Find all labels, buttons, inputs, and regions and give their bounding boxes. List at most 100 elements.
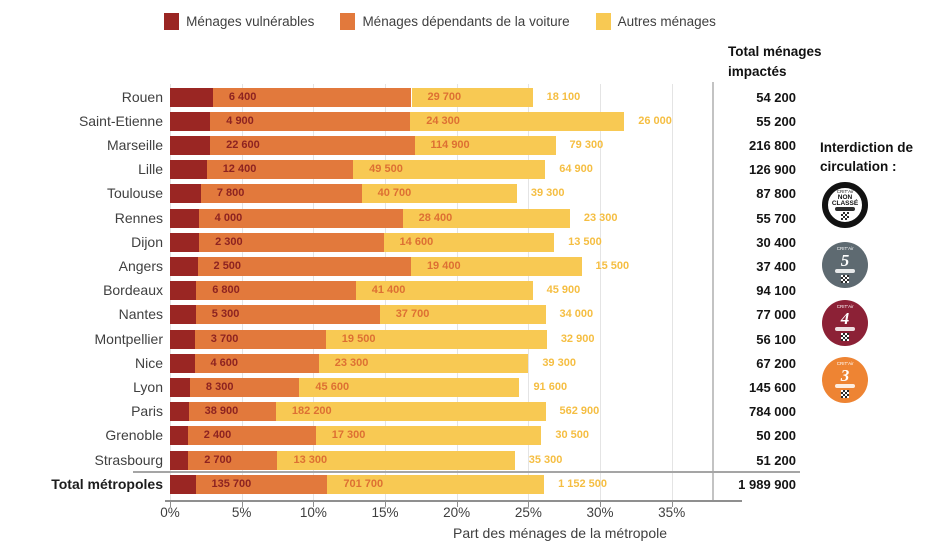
row-total-value: 784 000 xyxy=(749,404,796,420)
row-label: Montpellier xyxy=(94,330,163,347)
bar-segment-autres xyxy=(299,378,520,397)
row-total-value: 56 100 xyxy=(756,331,796,347)
x-axis-tick-label: 20% xyxy=(443,505,471,520)
chart-row: Angers 2 500 19 400 15 500 37 400 xyxy=(0,257,939,276)
bar-segment-vulnerables xyxy=(170,160,207,180)
legend-swatch-vulnerables xyxy=(164,13,180,30)
value-label-autres: 79 300 xyxy=(569,139,604,151)
totals-header-line2: impactés xyxy=(728,64,787,79)
critair-badge-qr-code xyxy=(841,390,849,398)
critair-badge-top-text: CRIT'Air xyxy=(836,189,854,195)
x-axis-tick-label: 15% xyxy=(371,505,399,520)
x-axis-tickmark xyxy=(600,500,602,507)
row-label: Nice xyxy=(134,354,163,371)
legend-item-dependants: Ménages dépendants de la voiture xyxy=(340,13,570,30)
x-axis-tickmark xyxy=(385,500,386,507)
row-label: Rennes xyxy=(114,209,163,226)
value-label-autres: 1 152 500 xyxy=(558,477,608,490)
row-label: Saint-Etienne xyxy=(78,112,163,129)
value-label-autres: 30 500 xyxy=(555,429,590,442)
total-row-separator-line xyxy=(133,471,800,473)
row-label: Bordeaux xyxy=(103,282,163,299)
bar-segment-autres xyxy=(327,474,545,494)
chart-row: Nantes 5 300 37 700 34 000 77 000 xyxy=(0,305,939,325)
x-axis-tickmark xyxy=(456,500,458,507)
gridline xyxy=(600,84,602,500)
value-label-vulnerables: 2 700 xyxy=(204,453,232,466)
bar-segment-vulnerables xyxy=(170,87,213,107)
bar-segment-autres xyxy=(353,160,546,180)
chart-row: Lille 12 400 49 500 64 900 126 900 xyxy=(0,160,939,180)
bar-segment-vulnerables xyxy=(170,378,190,397)
value-label-dependants: 49 500 xyxy=(369,163,403,176)
x-axis-title: Part des ménages de la métropole xyxy=(452,525,667,541)
bar-segment-autres xyxy=(361,184,517,204)
bar-segment-dependants xyxy=(210,111,411,131)
value-label-vulnerables: 4 600 xyxy=(210,356,239,369)
bar-segment-dependants xyxy=(194,353,319,373)
bar-segment-autres xyxy=(383,232,555,252)
row-total-value: 94 100 xyxy=(756,283,796,299)
value-label-vulnerables: 2 400 xyxy=(203,429,232,442)
value-label-autres: 39 300 xyxy=(530,187,565,200)
bar-segment-vulnerables xyxy=(170,208,199,228)
value-label-autres: 64 900 xyxy=(559,163,593,176)
bar-segment-dependants xyxy=(198,208,403,228)
bar-segment-autres xyxy=(411,87,533,107)
bar-segment-vulnerables xyxy=(170,281,197,301)
critair-badge-qr-code xyxy=(841,212,849,220)
legend-label: Ménages dépendants de la voiture xyxy=(362,14,570,29)
bar-segment-autres xyxy=(275,402,546,422)
row-label: Paris xyxy=(131,403,163,420)
value-label-vulnerables: 12 400 xyxy=(222,163,257,176)
bar-segment-vulnerables xyxy=(170,111,211,131)
value-label-dependants: 13 300 xyxy=(293,453,328,466)
bar-segment-vulnerables xyxy=(170,426,188,446)
bar-segment-dependants xyxy=(195,474,328,494)
chart-row: Rouen 6 400 29 700 18 100 54 200 xyxy=(0,87,939,107)
x-axis-line xyxy=(165,500,742,502)
chart-row: Strasbourg 2 700 13 300 35 300 51 200 xyxy=(0,450,939,470)
value-label-dependants: 41 400 xyxy=(371,284,406,297)
bar-segment-vulnerables xyxy=(170,136,211,155)
value-label-dependants: 19 500 xyxy=(341,332,376,345)
chart-row: Bordeaux 6 800 41 400 45 900 94 100 xyxy=(0,281,939,301)
x-axis-tick-label: 30% xyxy=(586,505,614,520)
x-axis-tickmark xyxy=(528,500,530,507)
critair-badge-qr-code xyxy=(841,275,849,283)
bar-segment-dependants xyxy=(196,281,356,301)
value-label-vulnerables: 8 300 xyxy=(205,381,234,393)
chart-row: Rennes 4 000 28 400 23 300 55 700 xyxy=(0,208,939,228)
value-label-vulnerables: 2 300 xyxy=(215,235,243,248)
bar-segment-dependants xyxy=(210,136,415,155)
critair-badge-top-text: CRIT'Air xyxy=(836,304,854,310)
value-label-dependants: 24 300 xyxy=(426,114,460,127)
bar-segment-autres xyxy=(318,353,529,373)
critair-badge-plate xyxy=(835,327,855,331)
critair-badge-4: CRIT'Air 4 xyxy=(822,300,868,346)
chart-row: Paris 38 900 182 200 562 900 784 000 xyxy=(0,402,939,422)
row-total-value: 55 700 xyxy=(756,210,796,226)
legend-label: Autres ménages xyxy=(617,14,716,29)
row-total-value: 87 800 xyxy=(756,186,796,202)
value-label-dependants: 23 300 xyxy=(334,356,369,369)
row-total-value: 50 200 xyxy=(756,428,796,444)
bar-segment-vulnerables xyxy=(170,184,201,204)
x-axis-tick-label: 10% xyxy=(299,505,327,520)
bar-segment-dependants xyxy=(188,402,276,422)
bar-segment-dependants xyxy=(189,378,300,397)
critair-badge-plate xyxy=(835,384,855,388)
bar-segment-dependants xyxy=(206,160,354,180)
chart-row: Nice 4 600 23 300 39 300 67 200 xyxy=(0,353,939,373)
value-label-dependants: 19 400 xyxy=(426,260,461,272)
critair-badge-3: CRIT'Air 3 xyxy=(822,357,868,403)
x-axis-tickmark xyxy=(170,500,171,507)
value-label-dependants: 28 400 xyxy=(418,211,453,224)
row-label: Dijon xyxy=(131,233,163,250)
value-label-vulnerables: 7 800 xyxy=(216,187,245,200)
value-label-autres: 35 300 xyxy=(528,453,563,466)
bar-segment-dependants xyxy=(194,329,326,349)
row-total-value: 67 200 xyxy=(756,355,796,371)
row-label: Strasbourg xyxy=(94,451,163,468)
bar-segment-vulnerables xyxy=(170,329,195,349)
